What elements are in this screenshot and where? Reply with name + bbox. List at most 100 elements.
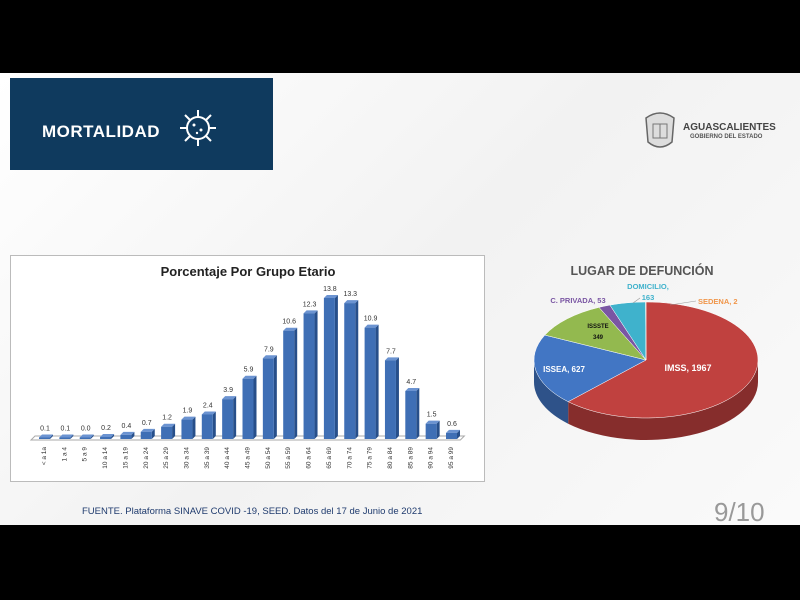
bar-side <box>151 428 155 439</box>
tick-label: 85 a 89 <box>407 447 414 469</box>
bar-side <box>334 295 338 439</box>
tick-label: 30 a 34 <box>183 447 190 469</box>
data-label: 13.3 <box>343 291 357 298</box>
bar-side <box>314 310 318 439</box>
bar <box>181 419 193 439</box>
data-label: 0.1 <box>40 426 50 433</box>
bar <box>120 434 132 439</box>
bar <box>39 437 50 439</box>
bar <box>323 298 335 439</box>
tick-label: 65 a 69 <box>326 447 333 469</box>
bar-top <box>120 431 135 435</box>
logo-name: AGUASCALIENTES <box>683 122 776 133</box>
header-banner: MORTALIDAD <box>10 78 273 170</box>
age-group-chart: Porcentaje Por Grupo Etario 0.1 < a 1a 0.1 1… <box>10 255 485 482</box>
bar-side <box>131 431 135 439</box>
tick-label: 70 a 74 <box>346 447 353 469</box>
bar-top <box>303 310 318 314</box>
bar <box>446 432 457 439</box>
tick-label: 45 a 49 <box>245 447 252 469</box>
pie-label-domicilio: DOMICILIO, <box>627 282 669 291</box>
bar-top <box>283 327 298 331</box>
bar-top <box>39 434 53 438</box>
pie-label-issea: ISSEA, 627 <box>543 365 585 374</box>
data-label: 7.9 <box>264 346 274 353</box>
pie-value-issste: 349 <box>593 335 604 341</box>
bar <box>242 378 254 439</box>
bar-top <box>344 300 359 304</box>
pie-label-imss: IMSS, 1967 <box>664 363 711 373</box>
bar-top <box>425 420 440 424</box>
bar-side <box>294 327 298 439</box>
pie-label-sedena: SEDENA, 2 <box>698 297 738 306</box>
bar-side <box>416 387 420 439</box>
data-label: 7.7 <box>386 348 396 355</box>
bar-side <box>90 434 94 439</box>
bar-side <box>355 300 359 439</box>
data-label: 12.3 <box>303 301 317 308</box>
bar <box>100 436 112 439</box>
tick-label: 20 a 24 <box>143 447 150 469</box>
pie-label-cprivada: C. PRIVADA, 53 <box>550 296 605 305</box>
source-note: FUENTE. Plataforma SINAVE COVID -19, SEE… <box>82 506 423 517</box>
bar-top <box>384 357 399 361</box>
bar-side <box>70 434 74 439</box>
tick-label: 60 a 64 <box>306 447 313 469</box>
tick-label: 25 a 29 <box>163 447 170 469</box>
bar <box>140 431 152 439</box>
bar-side <box>192 416 196 439</box>
bar-side <box>273 355 277 439</box>
header-title: MORTALIDAD <box>42 122 160 141</box>
tick-label: 10 a 14 <box>102 447 109 469</box>
data-label: 1.2 <box>162 415 172 422</box>
bar <box>283 330 295 439</box>
data-label: 1.9 <box>183 408 193 415</box>
bar <box>364 327 376 439</box>
bar-top <box>242 375 257 379</box>
tick-label: 40 a 44 <box>224 447 231 469</box>
tick-label: 95 a 99 <box>448 447 455 469</box>
data-label: 0.0 <box>81 426 91 433</box>
pie-label-issste: ISSSTE <box>587 324 608 330</box>
bar-top <box>181 416 196 420</box>
bar-side <box>457 429 460 439</box>
leader-line <box>669 300 697 306</box>
bar <box>222 399 234 439</box>
chart-title: LUGAR DE DEFUNCIÓN <box>570 263 713 278</box>
tick-label: 1 a 4 <box>61 447 68 462</box>
data-label: 0.6 <box>447 421 457 428</box>
bar <box>405 390 417 439</box>
pie-slice-side <box>534 360 569 424</box>
bar-top <box>262 355 277 359</box>
bar-side <box>111 433 115 439</box>
bar-side <box>172 423 176 439</box>
logo-subtitle: GOBIERNO DEL ESTADO <box>690 134 763 140</box>
tick-label: 90 a 94 <box>428 447 435 469</box>
tick-label: 50 a 54 <box>265 447 272 469</box>
pie-slice-side <box>568 360 758 440</box>
bar <box>79 437 91 439</box>
bar-top <box>79 434 94 438</box>
bar-top <box>222 396 237 400</box>
data-label: 1.5 <box>427 412 437 419</box>
pie-slice <box>533 334 647 402</box>
tick-label: 80 a 84 <box>387 447 394 469</box>
data-label: 0.2 <box>101 425 111 432</box>
data-label: 5.9 <box>244 367 254 374</box>
bar <box>161 426 173 439</box>
pie-slice <box>544 307 647 361</box>
pie-slice <box>567 301 759 419</box>
bar-side <box>233 396 237 439</box>
bar <box>59 437 71 439</box>
bar-top <box>446 429 460 433</box>
virus-icon <box>180 110 216 146</box>
page-number: 9/10 <box>714 497 765 527</box>
tick-label: 75 a 79 <box>367 447 374 469</box>
tick-label: 35 a 39 <box>204 447 211 469</box>
tick-label: 15 a 19 <box>122 447 129 469</box>
tick-label: 5 a 9 <box>82 447 89 462</box>
bar-top <box>364 324 379 328</box>
data-label: 0.4 <box>122 423 132 430</box>
bar-top <box>161 423 176 427</box>
bar <box>344 303 356 439</box>
